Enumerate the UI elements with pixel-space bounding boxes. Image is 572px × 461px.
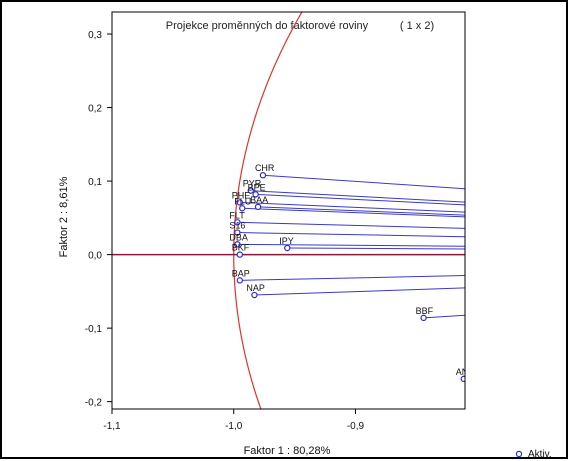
point-baa bbox=[254, 203, 262, 211]
point-bap bbox=[236, 277, 244, 284]
y-tick-label: 0,0 bbox=[88, 251, 102, 262]
y-axis-ticks: -0,2 -0,1 0,0 0,1 0,2 0,3 bbox=[85, 30, 112, 409]
y-tick-label: -0,2 bbox=[85, 398, 103, 409]
y-tick-label: -0,1 bbox=[85, 324, 103, 335]
plot-border bbox=[111, 11, 466, 410]
point-chr bbox=[259, 172, 267, 179]
point-flt bbox=[234, 219, 241, 226]
point-phe bbox=[236, 199, 244, 206]
point-bbf bbox=[420, 314, 427, 322]
legend-marker bbox=[515, 450, 523, 458]
point-label-bap: BAP bbox=[232, 268, 250, 278]
vector-line-ant bbox=[463, 378, 465, 380]
point-label-flt: FLT bbox=[229, 210, 245, 220]
vector-line-baa bbox=[258, 206, 465, 216]
point-label-dba: DBA bbox=[229, 232, 248, 242]
vector-line-chr bbox=[262, 174, 465, 190]
vector-line-bbf bbox=[423, 314, 465, 319]
point-ant bbox=[460, 375, 465, 383]
point-label-ant: ANT bbox=[456, 367, 475, 377]
point-label-baa: BAA bbox=[250, 195, 268, 205]
vector-line-bpe bbox=[255, 193, 465, 206]
x-axis-label: Faktor 1 : 80,28% bbox=[244, 445, 331, 457]
point-pyr bbox=[247, 187, 254, 194]
point-dba bbox=[234, 241, 241, 248]
point-label-bbf: BBF bbox=[416, 306, 434, 316]
vector-line-dba bbox=[237, 243, 465, 247]
point-bpe bbox=[252, 191, 259, 198]
x-tick-label: -1,0 bbox=[225, 421, 243, 432]
y-tick-label: 0,1 bbox=[88, 177, 102, 188]
point-label-bpe: BPE bbox=[248, 182, 266, 192]
point-label-phe: PHE bbox=[232, 190, 251, 200]
point-flu bbox=[239, 205, 246, 212]
point-label-flu: FLU bbox=[234, 196, 251, 206]
legend: Aktiv. bbox=[515, 449, 552, 460]
vector-line-ipy bbox=[287, 247, 465, 250]
point-label-nap: NAP bbox=[246, 283, 265, 293]
vector-line-flt bbox=[237, 221, 465, 229]
point-label-pyr: PYR bbox=[243, 179, 262, 189]
point-label-bkf: BKF bbox=[232, 243, 250, 253]
vector-line-phe bbox=[239, 201, 465, 213]
vector-line-s16 bbox=[237, 232, 465, 238]
chart-subtitle: ( 1 x 2) bbox=[400, 20, 434, 32]
chart-title: Projekce proměnných do faktorové roviny bbox=[166, 20, 369, 32]
point-s16 bbox=[234, 229, 241, 236]
point-nap bbox=[251, 291, 258, 299]
x-tick-label: -0,9 bbox=[347, 421, 365, 432]
y-tick-label: 0,3 bbox=[88, 30, 102, 41]
vector-line-pyr bbox=[250, 190, 465, 203]
point-ipy bbox=[284, 244, 291, 252]
vector-line-bap bbox=[239, 275, 465, 281]
point-bkf bbox=[236, 251, 244, 258]
point-label-ipy: IPY bbox=[279, 236, 294, 246]
unit-circle-arc bbox=[233, 12, 303, 409]
y-axis-label: Faktor 2 : 8,61% bbox=[58, 176, 70, 257]
vector-line-flu bbox=[242, 207, 465, 218]
vector-line-nap bbox=[254, 287, 465, 296]
y-tick-label: 0,2 bbox=[88, 104, 102, 115]
x-axis-ticks: -1,1 -1,0 -0,9 bbox=[103, 409, 365, 432]
legend-label: Aktiv. bbox=[528, 449, 552, 460]
point-label-chr: CHR bbox=[255, 163, 275, 173]
point-label-s16: S16 bbox=[229, 221, 245, 231]
vector-lines bbox=[237, 174, 465, 380]
x-tick-label: -1,1 bbox=[103, 421, 121, 432]
